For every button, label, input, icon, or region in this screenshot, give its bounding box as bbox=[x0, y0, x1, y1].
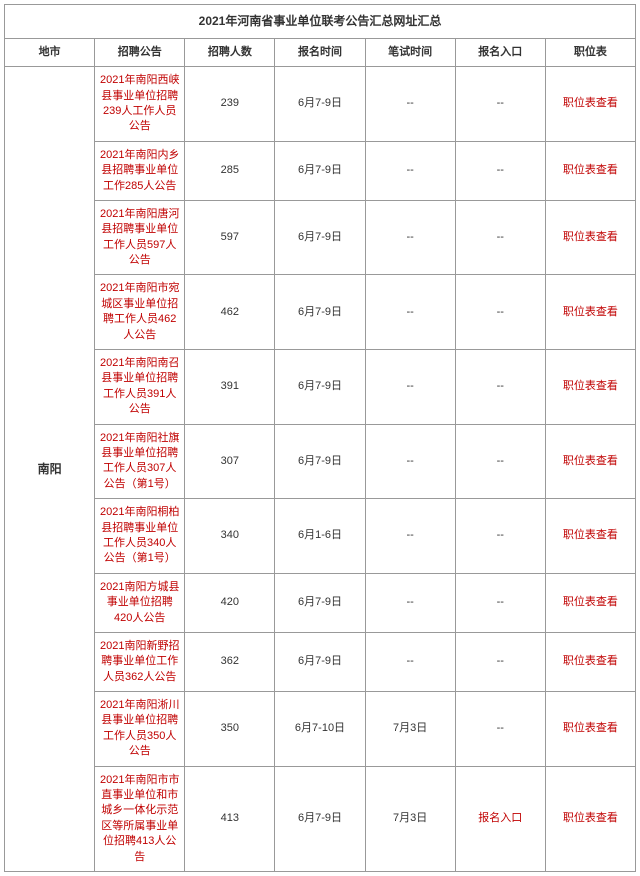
exam-time-cell: -- bbox=[365, 632, 455, 691]
exam-time-cell: 7月3日 bbox=[365, 766, 455, 871]
count-cell: 340 bbox=[185, 499, 275, 574]
position-link[interactable]: 职位表查看 bbox=[545, 141, 635, 200]
header-signup-time: 报名时间 bbox=[275, 38, 365, 66]
entry-cell: -- bbox=[455, 200, 545, 275]
entry-cell: -- bbox=[455, 424, 545, 499]
position-link[interactable]: 职位表查看 bbox=[545, 200, 635, 275]
header-entry: 报名入口 bbox=[455, 38, 545, 66]
position-link[interactable]: 职位表查看 bbox=[545, 499, 635, 574]
entry-cell: -- bbox=[455, 692, 545, 767]
header-count: 招聘人数 bbox=[185, 38, 275, 66]
exam-time-cell: -- bbox=[365, 141, 455, 200]
table-body: 南阳2021年南阳西峡县事业单位招聘239人工作人员公告2396月7-9日---… bbox=[5, 67, 636, 872]
notice-link[interactable]: 2021年南阳内乡县招聘事业单位工作285人公告 bbox=[95, 141, 185, 200]
table-row: 2021年南阳南召县事业单位招聘工作人员391人公告3916月7-9日----职… bbox=[5, 350, 636, 425]
exam-time-cell: -- bbox=[365, 200, 455, 275]
recruitment-table: 2021年河南省事业单位联考公告汇总网址汇总 地市 招聘公告 招聘人数 报名时间… bbox=[4, 4, 636, 872]
table-title: 2021年河南省事业单位联考公告汇总网址汇总 bbox=[5, 5, 636, 39]
table-row: 2021南阳方城县事业单位招聘420人公告4206月7-9日----职位表查看 bbox=[5, 573, 636, 632]
entry-cell: -- bbox=[455, 632, 545, 691]
signup-time-cell: 6月7-9日 bbox=[275, 67, 365, 142]
count-cell: 362 bbox=[185, 632, 275, 691]
count-cell: 413 bbox=[185, 766, 275, 871]
position-link[interactable]: 职位表查看 bbox=[545, 573, 635, 632]
header-city: 地市 bbox=[5, 38, 95, 66]
table-container: 2021年河南省事业单位联考公告汇总网址汇总 地市 招聘公告 招聘人数 报名时间… bbox=[4, 4, 636, 872]
notice-link[interactable]: 2021南阳方城县事业单位招聘420人公告 bbox=[95, 573, 185, 632]
count-cell: 239 bbox=[185, 67, 275, 142]
entry-link[interactable]: 报名入口 bbox=[455, 766, 545, 871]
signup-time-cell: 6月7-9日 bbox=[275, 766, 365, 871]
city-cell: 南阳 bbox=[5, 67, 95, 872]
entry-cell: -- bbox=[455, 141, 545, 200]
notice-link[interactable]: 2021年南阳西峡县事业单位招聘239人工作人员公告 bbox=[95, 67, 185, 142]
exam-time-cell: -- bbox=[365, 499, 455, 574]
table-row: 2021年南阳淅川县事业单位招聘工作人员350人公告3506月7-10日7月3日… bbox=[5, 692, 636, 767]
header-exam-time: 笔试时间 bbox=[365, 38, 455, 66]
position-link[interactable]: 职位表查看 bbox=[545, 350, 635, 425]
position-link[interactable]: 职位表查看 bbox=[545, 692, 635, 767]
table-row: 南阳2021年南阳西峡县事业单位招聘239人工作人员公告2396月7-9日---… bbox=[5, 67, 636, 142]
notice-link[interactable]: 2021年南阳南召县事业单位招聘工作人员391人公告 bbox=[95, 350, 185, 425]
entry-cell: -- bbox=[455, 499, 545, 574]
header-row: 地市 招聘公告 招聘人数 报名时间 笔试时间 报名入口 职位表 bbox=[5, 38, 636, 66]
count-cell: 597 bbox=[185, 200, 275, 275]
exam-time-cell: -- bbox=[365, 573, 455, 632]
count-cell: 350 bbox=[185, 692, 275, 767]
signup-time-cell: 6月7-9日 bbox=[275, 350, 365, 425]
exam-time-cell: -- bbox=[365, 350, 455, 425]
position-link[interactable]: 职位表查看 bbox=[545, 67, 635, 142]
entry-cell: -- bbox=[455, 350, 545, 425]
entry-cell: -- bbox=[455, 67, 545, 142]
signup-time-cell: 6月7-9日 bbox=[275, 275, 365, 350]
table-row: 2021南阳新野招聘事业单位工作人员362人公告3626月7-9日----职位表… bbox=[5, 632, 636, 691]
notice-link[interactable]: 2021年南阳市宛城区事业单位招聘工作人员462人公告 bbox=[95, 275, 185, 350]
count-cell: 391 bbox=[185, 350, 275, 425]
signup-time-cell: 6月1-6日 bbox=[275, 499, 365, 574]
position-link[interactable]: 职位表查看 bbox=[545, 275, 635, 350]
signup-time-cell: 6月7-9日 bbox=[275, 424, 365, 499]
position-link[interactable]: 职位表查看 bbox=[545, 766, 635, 871]
entry-cell: -- bbox=[455, 573, 545, 632]
count-cell: 285 bbox=[185, 141, 275, 200]
table-row: 2021年南阳社旗县事业单位招聘工作人员307人公告（第1号）3076月7-9日… bbox=[5, 424, 636, 499]
exam-time-cell: 7月3日 bbox=[365, 692, 455, 767]
table-row: 2021年南阳市市直事业单位和市城乡一体化示范区等所属事业单位招聘413人公告4… bbox=[5, 766, 636, 871]
notice-link[interactable]: 2021年南阳社旗县事业单位招聘工作人员307人公告（第1号） bbox=[95, 424, 185, 499]
header-notice: 招聘公告 bbox=[95, 38, 185, 66]
count-cell: 420 bbox=[185, 573, 275, 632]
exam-time-cell: -- bbox=[365, 275, 455, 350]
exam-time-cell: -- bbox=[365, 424, 455, 499]
table-row: 2021年南阳桐柏县招聘事业单位工作人员340人公告（第1号）3406月1-6日… bbox=[5, 499, 636, 574]
signup-time-cell: 6月7-9日 bbox=[275, 632, 365, 691]
signup-time-cell: 6月7-9日 bbox=[275, 200, 365, 275]
signup-time-cell: 6月7-9日 bbox=[275, 141, 365, 200]
notice-link[interactable]: 2021年南阳唐河县招聘事业单位工作人员597人公告 bbox=[95, 200, 185, 275]
notice-link[interactable]: 2021年南阳市市直事业单位和市城乡一体化示范区等所属事业单位招聘413人公告 bbox=[95, 766, 185, 871]
notice-link[interactable]: 2021年南阳桐柏县招聘事业单位工作人员340人公告（第1号） bbox=[95, 499, 185, 574]
table-row: 2021年南阳唐河县招聘事业单位工作人员597人公告5976月7-9日----职… bbox=[5, 200, 636, 275]
exam-time-cell: -- bbox=[365, 67, 455, 142]
count-cell: 462 bbox=[185, 275, 275, 350]
signup-time-cell: 6月7-10日 bbox=[275, 692, 365, 767]
position-link[interactable]: 职位表查看 bbox=[545, 424, 635, 499]
signup-time-cell: 6月7-9日 bbox=[275, 573, 365, 632]
table-row: 2021年南阳内乡县招聘事业单位工作285人公告2856月7-9日----职位表… bbox=[5, 141, 636, 200]
notice-link[interactable]: 2021南阳新野招聘事业单位工作人员362人公告 bbox=[95, 632, 185, 691]
position-link[interactable]: 职位表查看 bbox=[545, 632, 635, 691]
entry-cell: -- bbox=[455, 275, 545, 350]
header-position: 职位表 bbox=[545, 38, 635, 66]
count-cell: 307 bbox=[185, 424, 275, 499]
table-row: 2021年南阳市宛城区事业单位招聘工作人员462人公告4626月7-9日----… bbox=[5, 275, 636, 350]
notice-link[interactable]: 2021年南阳淅川县事业单位招聘工作人员350人公告 bbox=[95, 692, 185, 767]
title-row: 2021年河南省事业单位联考公告汇总网址汇总 bbox=[5, 5, 636, 39]
